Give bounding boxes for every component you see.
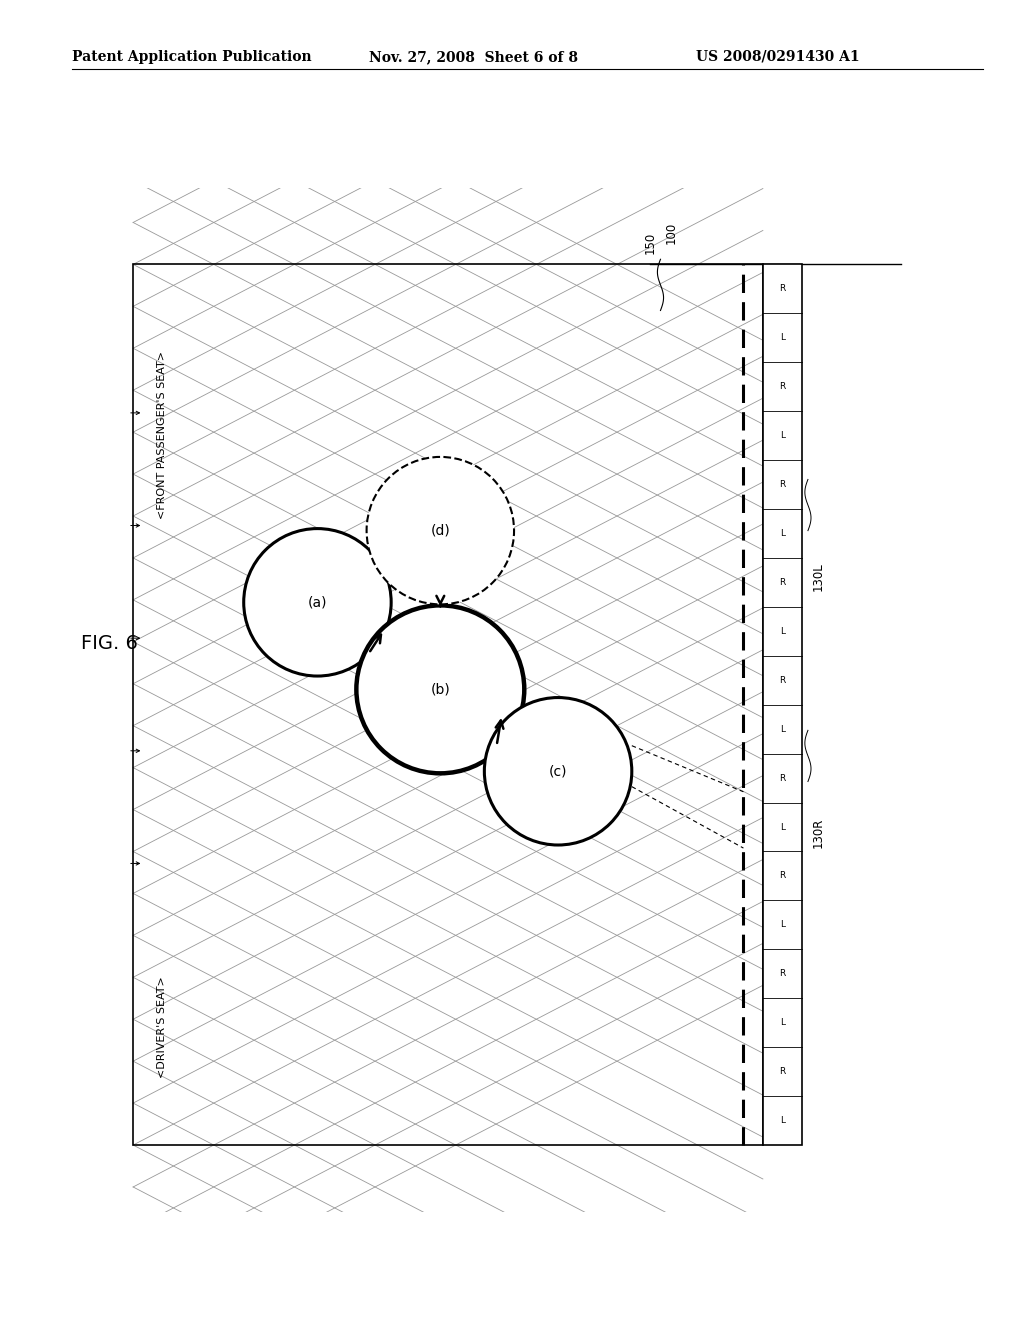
Text: R: R (779, 578, 785, 587)
Text: 130R: 130R (812, 817, 825, 847)
Text: L: L (780, 432, 784, 440)
Text: 150: 150 (644, 232, 656, 255)
Circle shape (356, 606, 524, 774)
Text: (b): (b) (430, 682, 451, 697)
Bar (133, 264, 763, 1144)
Text: (d): (d) (430, 524, 451, 537)
Text: R: R (779, 383, 785, 391)
Text: <DRIVER'S SEAT>: <DRIVER'S SEAT> (157, 975, 167, 1078)
Circle shape (367, 457, 514, 605)
Circle shape (244, 528, 391, 676)
Text: (c): (c) (549, 764, 567, 779)
Text: Patent Application Publication: Patent Application Publication (72, 50, 311, 63)
Text: L: L (780, 920, 784, 929)
Text: FIG. 6: FIG. 6 (81, 634, 138, 653)
Text: <FRONT PASSENGER'S SEAT>: <FRONT PASSENGER'S SEAT> (157, 351, 167, 520)
Text: Nov. 27, 2008  Sheet 6 of 8: Nov. 27, 2008 Sheet 6 of 8 (369, 50, 578, 63)
Text: L: L (780, 822, 784, 832)
Text: R: R (779, 1067, 785, 1076)
Text: L: L (780, 333, 784, 342)
Text: R: R (779, 774, 785, 783)
Text: L: L (780, 725, 784, 734)
Text: R: R (779, 871, 785, 880)
Text: 100: 100 (665, 222, 677, 244)
Text: L: L (780, 529, 784, 539)
Text: R: R (779, 676, 785, 685)
Bar (763, 264, 802, 1144)
Text: US 2008/0291430 A1: US 2008/0291430 A1 (696, 50, 860, 63)
Circle shape (484, 697, 632, 845)
Text: L: L (780, 627, 784, 636)
Text: L: L (780, 1117, 784, 1125)
Text: L: L (780, 1018, 784, 1027)
Text: R: R (779, 284, 785, 293)
Text: 130L: 130L (812, 562, 825, 591)
Text: (a): (a) (307, 595, 328, 610)
Text: R: R (779, 969, 785, 978)
Text: R: R (779, 480, 785, 488)
